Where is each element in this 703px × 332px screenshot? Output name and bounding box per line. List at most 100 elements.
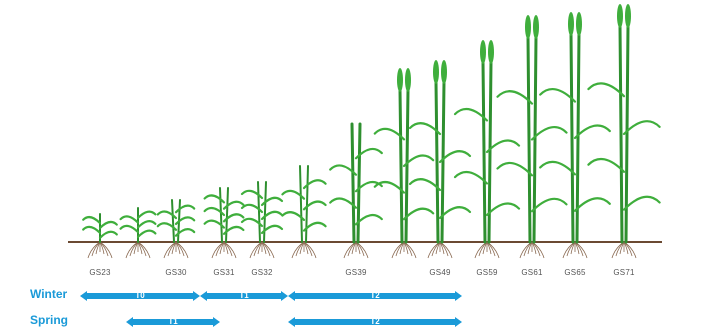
plant-stem <box>487 60 493 244</box>
wheat-plant <box>82 213 118 259</box>
wheat-ear <box>433 60 439 84</box>
plant-leaf <box>573 197 611 212</box>
plant-leaf <box>260 196 284 207</box>
wheat-ear <box>576 12 582 36</box>
plant-root <box>527 241 533 255</box>
plant-root <box>399 241 405 255</box>
growth-stage-label-gs39: GS39 <box>345 268 367 277</box>
plant-stem <box>299 165 303 243</box>
plant-stem <box>569 32 575 244</box>
plant-leaf <box>329 164 358 176</box>
spring-t1-label: T1 <box>168 317 178 326</box>
plant-root <box>175 241 189 259</box>
plant-stem <box>440 80 446 244</box>
wheat-plant <box>453 40 521 259</box>
winter-t0-label: T0 <box>135 291 145 300</box>
growth-stage-label-gs30: GS30 <box>165 268 187 277</box>
winter-t0-arrow: T0 <box>80 291 200 301</box>
plant-leaf <box>496 161 534 177</box>
winter-t1-arrow: T1 <box>200 291 288 301</box>
winter-t2-arrow: T2 <box>288 291 462 301</box>
plant-stem <box>532 35 538 244</box>
plant-leaf <box>354 213 383 226</box>
wheat-ear <box>625 4 631 28</box>
plant-leaf <box>302 200 327 211</box>
plant-stem <box>225 187 229 243</box>
growth-stage-label-gs31: GS31 <box>213 268 235 277</box>
plant-leaf <box>485 202 521 217</box>
plant-root <box>303 241 317 259</box>
spring-t2-label: T2 <box>370 317 380 326</box>
wheat-ear <box>488 40 494 64</box>
plant-leaf <box>281 189 306 200</box>
plant-leaf <box>587 157 626 173</box>
plant-root <box>619 241 625 255</box>
plant-root <box>91 241 101 257</box>
plant-root <box>435 241 441 255</box>
plant-root <box>99 241 113 259</box>
wheat-plant <box>240 181 284 259</box>
plant-leaf <box>174 204 196 214</box>
plant-root <box>137 241 151 259</box>
plant-root <box>351 241 357 255</box>
plant-root <box>133 241 139 255</box>
plant-leaf <box>119 215 140 224</box>
plant-root <box>171 241 177 255</box>
plant-leaf <box>136 210 157 219</box>
plant-stem <box>263 181 267 243</box>
wheat-ear <box>525 15 531 39</box>
plant-leaf <box>408 122 442 136</box>
plant-leaf <box>354 180 383 193</box>
plant-leaf <box>222 213 245 223</box>
plant-leaf <box>530 197 568 213</box>
plant-stem <box>575 32 581 244</box>
plant-stem <box>481 60 487 244</box>
plant-leaf <box>82 215 102 225</box>
plant-leaf <box>156 222 178 231</box>
plant-leaf <box>119 224 140 234</box>
plant-stem <box>398 88 404 244</box>
plant-leaf <box>281 211 306 222</box>
growth-stage-label-gs59: GS59 <box>476 268 498 277</box>
plant-leaf <box>98 230 118 239</box>
plant-leaf <box>174 216 196 226</box>
plant-leaf <box>373 181 406 194</box>
spring-t1-arrow: T1 <box>126 317 220 327</box>
winter-t1-label: T1 <box>239 291 249 300</box>
plant-leaf <box>539 87 577 103</box>
spring-row-label: Spring <box>30 313 68 327</box>
plant-leaf <box>302 221 327 232</box>
wheat-plant <box>539 12 611 259</box>
wheat-plant <box>408 60 472 259</box>
plant-leaf <box>373 127 406 141</box>
plant-stem <box>257 181 261 243</box>
plant-root <box>295 241 305 257</box>
plant-leaf <box>240 189 264 200</box>
growth-stage-label-gs23: GS23 <box>89 268 111 277</box>
plant-leaf <box>453 107 489 122</box>
growth-stage-label-gs65: GS65 <box>564 268 586 277</box>
wheat-ear <box>533 15 539 39</box>
wheat-ear <box>617 4 623 28</box>
plant-leaf <box>174 228 196 237</box>
plant-leaf <box>156 210 178 220</box>
plant-leaf <box>438 150 472 164</box>
plant-leaf <box>438 206 472 220</box>
plant-leaf <box>539 160 577 176</box>
wheat-plant <box>329 122 383 259</box>
plant-root <box>257 241 263 255</box>
plant-leaf <box>240 203 264 214</box>
plant-leaf <box>222 200 245 210</box>
growth-stage-label-gs49: GS49 <box>429 268 451 277</box>
plant-root <box>223 241 237 259</box>
plant-leaf <box>203 194 226 204</box>
plant-root <box>167 241 177 257</box>
plant-leaf <box>587 82 626 98</box>
plant-stem <box>171 199 175 243</box>
wheat-ear <box>568 12 574 36</box>
plant-leaf <box>260 224 284 235</box>
plant-leaf <box>530 126 568 141</box>
wheat-plant <box>203 187 245 259</box>
